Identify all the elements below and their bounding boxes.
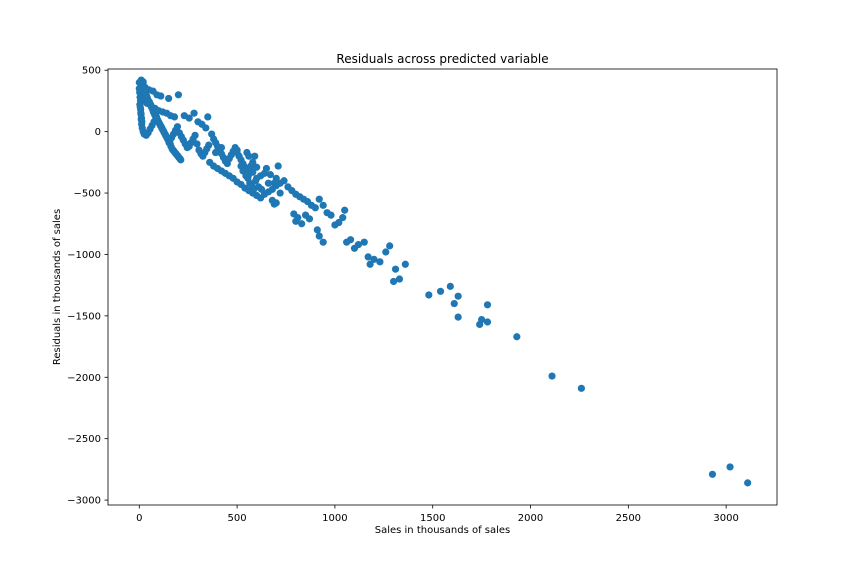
data-point — [395, 275, 404, 283]
data-point — [266, 171, 274, 179]
data-point — [360, 238, 368, 246]
data-point — [249, 168, 257, 176]
data-point — [315, 195, 323, 203]
data-point — [577, 384, 585, 392]
data-point — [744, 479, 752, 487]
x-tick-label: 500 — [228, 513, 247, 524]
data-point — [253, 163, 261, 171]
data-point — [376, 258, 384, 266]
y-tick-label: −500 — [74, 189, 101, 200]
data-point — [425, 291, 433, 299]
data-point — [264, 179, 272, 187]
data-point — [335, 218, 343, 227]
data-point — [272, 174, 280, 182]
data-point — [280, 177, 288, 185]
data-point — [204, 113, 212, 121]
plot-frame — [107, 68, 778, 506]
data-point — [251, 152, 259, 160]
data-point — [252, 177, 260, 185]
data-point — [341, 206, 349, 214]
data-point — [339, 214, 347, 222]
data-point — [315, 232, 323, 240]
x-axis: 0 500 1000 1500 2000 2500 3000 — [136, 505, 739, 524]
data-point — [185, 114, 193, 122]
data-point — [173, 123, 182, 131]
data-point — [157, 92, 165, 100]
data-point — [726, 463, 734, 471]
data-point — [311, 204, 319, 212]
data-point — [298, 220, 306, 228]
x-tick-label: 1500 — [420, 513, 445, 524]
x-tick-label: 2500 — [616, 513, 641, 524]
data-point — [346, 236, 355, 244]
y-tick-label: −1000 — [67, 250, 101, 261]
x-axis-label: Sales in thousands of sales — [375, 525, 511, 536]
data-point — [177, 156, 185, 164]
data-point — [366, 260, 374, 268]
data-point — [382, 248, 390, 256]
data-point — [364, 253, 372, 261]
data-point — [249, 158, 257, 166]
y-tick-label: 500 — [82, 66, 101, 77]
data-point — [390, 277, 398, 286]
data-point — [319, 238, 327, 246]
data-point — [190, 109, 198, 117]
y-axis: 500 0 −500 −1000 −1500 −2000 −2500 −3000 — [67, 66, 108, 507]
data-point — [436, 287, 445, 295]
data-point — [174, 91, 183, 99]
data-point — [401, 260, 409, 268]
data-point — [327, 211, 335, 219]
y-tick-label: 0 — [95, 127, 101, 138]
data-point — [478, 315, 486, 324]
y-tick-label: −2000 — [67, 373, 101, 384]
data-point — [354, 241, 362, 249]
data-point — [391, 265, 400, 273]
x-tick-label: 1000 — [322, 513, 347, 524]
data-point — [454, 313, 462, 321]
data-point — [313, 226, 321, 234]
data-point — [165, 94, 173, 103]
data-point — [274, 162, 282, 170]
y-tick-label: −2500 — [67, 434, 101, 445]
data-point — [257, 185, 266, 193]
data-point — [170, 113, 179, 121]
data-point — [262, 164, 271, 173]
chart-title: Residuals across predicted variable — [336, 52, 548, 66]
data-point — [548, 372, 556, 380]
data-point — [454, 292, 462, 300]
data-point — [276, 189, 284, 197]
data-point — [370, 255, 378, 263]
data-point — [245, 152, 253, 160]
data-point — [386, 242, 394, 250]
data-point — [211, 148, 220, 157]
y-axis-label: Residuals in thousands of sales — [52, 209, 63, 365]
data-point — [233, 146, 241, 154]
data-point — [191, 131, 199, 139]
data-point — [202, 124, 210, 132]
y-tick-label: −3000 — [67, 496, 101, 507]
data-point — [513, 333, 521, 341]
data-point — [446, 282, 454, 290]
x-tick-label: 3000 — [713, 513, 738, 524]
data-point — [217, 144, 226, 152]
x-tick-label: 0 — [136, 513, 142, 524]
data-point — [319, 201, 327, 209]
data-point — [138, 118, 146, 126]
data-point — [483, 318, 492, 326]
data-point — [294, 214, 302, 222]
data-point — [193, 140, 201, 148]
y-tick-label: −1500 — [67, 311, 101, 322]
data-point — [483, 301, 492, 309]
data-point — [450, 299, 458, 308]
data-point — [708, 470, 717, 478]
x-tick-label: 2000 — [518, 513, 543, 524]
data-point — [305, 215, 314, 223]
points-layer — [135, 76, 752, 487]
data-point — [205, 141, 213, 149]
data-point — [272, 199, 280, 207]
